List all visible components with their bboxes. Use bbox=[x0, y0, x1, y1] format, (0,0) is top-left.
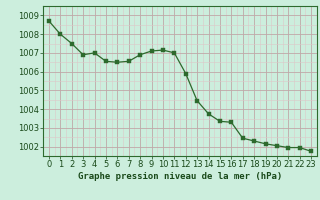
X-axis label: Graphe pression niveau de la mer (hPa): Graphe pression niveau de la mer (hPa) bbox=[78, 172, 282, 181]
